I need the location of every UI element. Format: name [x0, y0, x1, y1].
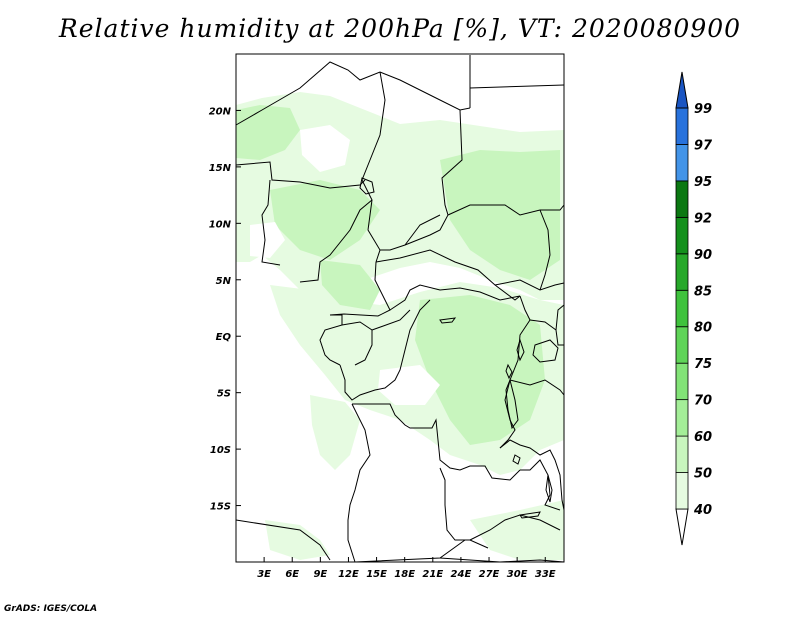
colorbar-box [675, 107, 689, 145]
colorbar-level-label: 97 [694, 138, 713, 153]
colorbar-box [675, 289, 689, 328]
colorbar-upper-triangle [675, 71, 689, 109]
lon-tick-label: 6E [285, 569, 299, 580]
lon-tick-label: 30E [507, 569, 528, 580]
dry-gap-2 [378, 365, 440, 405]
colorbar-level-label: 80 [694, 321, 712, 336]
lon-tick-label: 3E [257, 569, 271, 580]
humidity-region-core-2 [270, 180, 380, 260]
lake-albert [516, 338, 525, 362]
map-title: Relative humidity at 200hPa [%], VT: 202… [58, 14, 742, 43]
lon-tick-label: 15E [366, 569, 387, 580]
colorbar-level-label: 70 [694, 394, 712, 409]
colorbar-box [675, 253, 689, 291]
lake-malawi [545, 474, 553, 503]
colorbar-level-label: 85 [694, 284, 712, 299]
lake-victoria [532, 339, 559, 363]
colorbar-labels: 40 50 60 70 75 80 85 90 92 95 97 99 [693, 102, 713, 518]
lake-tanganyika [505, 378, 519, 430]
humidity-fill-layer [236, 92, 564, 560]
colorbar-level-label: 92 [694, 211, 712, 226]
humidity-region-core-5 [236, 105, 300, 160]
lake-chad [359, 177, 375, 195]
colorbar-level-label: 50 [694, 467, 712, 482]
dry-gap-3 [300, 125, 350, 172]
colorbar-box [675, 144, 689, 182]
humidity-region-core-4 [320, 260, 380, 310]
colorbar-box [675, 435, 689, 473]
map-frame [235, 53, 565, 563]
lat-tick-label: 5N [216, 276, 232, 287]
lon-tick-label: 24E [451, 569, 472, 580]
lat-tick-label: 15S [210, 502, 231, 513]
colorbar-box [675, 399, 689, 437]
humidity-region-south [310, 395, 360, 470]
colorbar-box [675, 180, 689, 218]
lon-tick-label: 18E [394, 569, 415, 580]
dry-gap-1 [250, 222, 285, 258]
colorbar-box [675, 216, 689, 255]
colorbar-level-label: 95 [694, 175, 712, 190]
latitude-axis: 20N 15N 10N 5N EQ 5S 10S 15S [209, 106, 241, 513]
humidity-region-core-1 [440, 150, 560, 280]
humidity-region-core-3 [415, 295, 545, 445]
lon-tick-label: 12E [338, 569, 359, 580]
lat-tick-label: EQ [216, 332, 232, 343]
grads-credit: GrADS: IGES/COLA [4, 604, 98, 614]
lat-tick-label: 15N [209, 163, 232, 174]
lon-tick-label: 27E [479, 569, 500, 580]
lon-tick-label: 9E [313, 569, 327, 580]
lat-tick-label: 10N [209, 219, 232, 230]
colorbar-box [675, 362, 689, 401]
lat-tick-label: 20N [209, 106, 232, 117]
small-lake-3 [519, 511, 541, 519]
small-lake-2 [439, 317, 457, 324]
longitude-axis: 3E 6E 9E 12E 15E 18E 21E 24E 27E 30E 33E [257, 557, 556, 580]
country-boundaries [235, 55, 565, 563]
humidity-region-southwest [265, 520, 330, 560]
colorbar-box [675, 472, 689, 510]
colorbar-level-label: 90 [694, 248, 712, 263]
humidity-region-southeast [470, 500, 564, 560]
lat-tick-label: 5S [217, 389, 231, 400]
lon-tick-label: 33E [535, 569, 556, 580]
colorbar-level-label: 75 [694, 357, 712, 372]
colorbar-lower-triangle [675, 508, 689, 546]
colorbar-box [675, 326, 689, 364]
small-lake-1 [512, 454, 521, 465]
colorbar-level-label: 60 [694, 430, 712, 445]
colorbar-level-label: 40 [693, 503, 712, 518]
lon-tick-label: 21E [422, 569, 443, 580]
lakes [359, 177, 559, 519]
colorbar-level-label: 99 [694, 102, 712, 117]
colorbar-boxes [675, 71, 689, 546]
lake-kivu [505, 363, 513, 380]
lat-tick-label: 10S [210, 445, 231, 456]
